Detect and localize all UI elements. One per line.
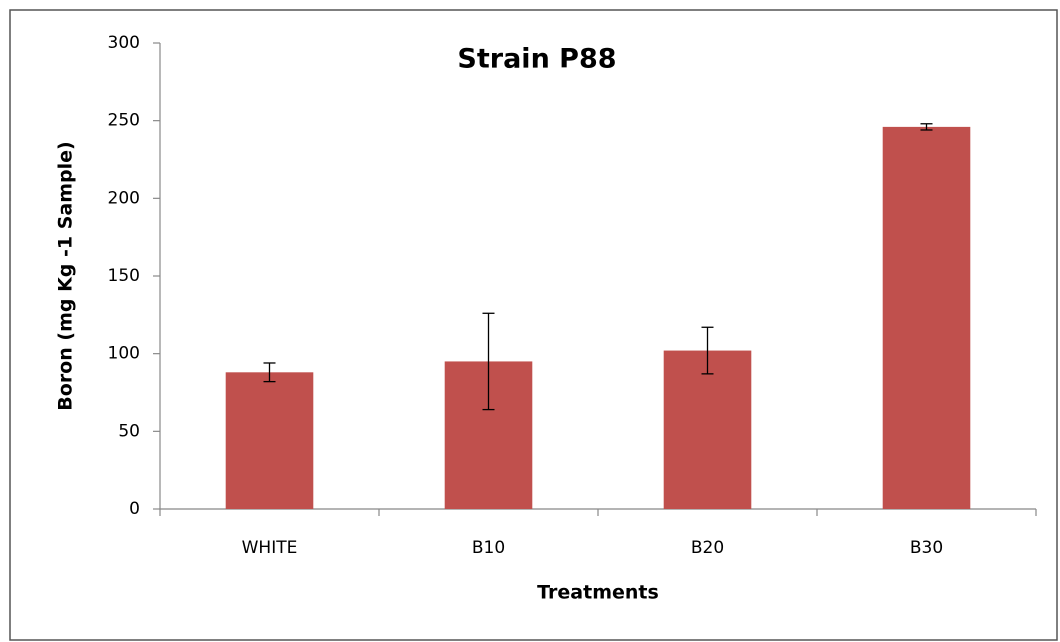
error-bar	[920, 123, 933, 131]
y-tick-label: 250	[108, 111, 140, 131]
y-tick-label: 150	[108, 266, 140, 286]
x-tick-label: B20	[691, 538, 724, 558]
error-bar	[701, 326, 714, 375]
chart-title: Strain P88	[457, 44, 616, 75]
bar	[663, 350, 752, 509]
y-tick-label: 50	[118, 421, 140, 441]
x-tick-label: WHITE	[242, 538, 298, 558]
y-tick-label: 100	[108, 344, 140, 364]
x-axis-label: Treatments	[537, 582, 659, 604]
error-bar	[263, 362, 276, 383]
y-tick-label: 300	[108, 33, 140, 53]
bar	[225, 372, 314, 509]
y-tick-label: 200	[108, 188, 140, 208]
y-axis-label: Boron (mg Kg -1 Sample)	[55, 141, 77, 410]
y-tick-label: 0	[129, 499, 140, 519]
bar	[882, 126, 971, 509]
error-bar	[482, 312, 495, 411]
chart-frame	[9, 9, 1058, 641]
x-tick-label: B30	[910, 538, 943, 558]
x-tick-label: B10	[472, 538, 505, 558]
